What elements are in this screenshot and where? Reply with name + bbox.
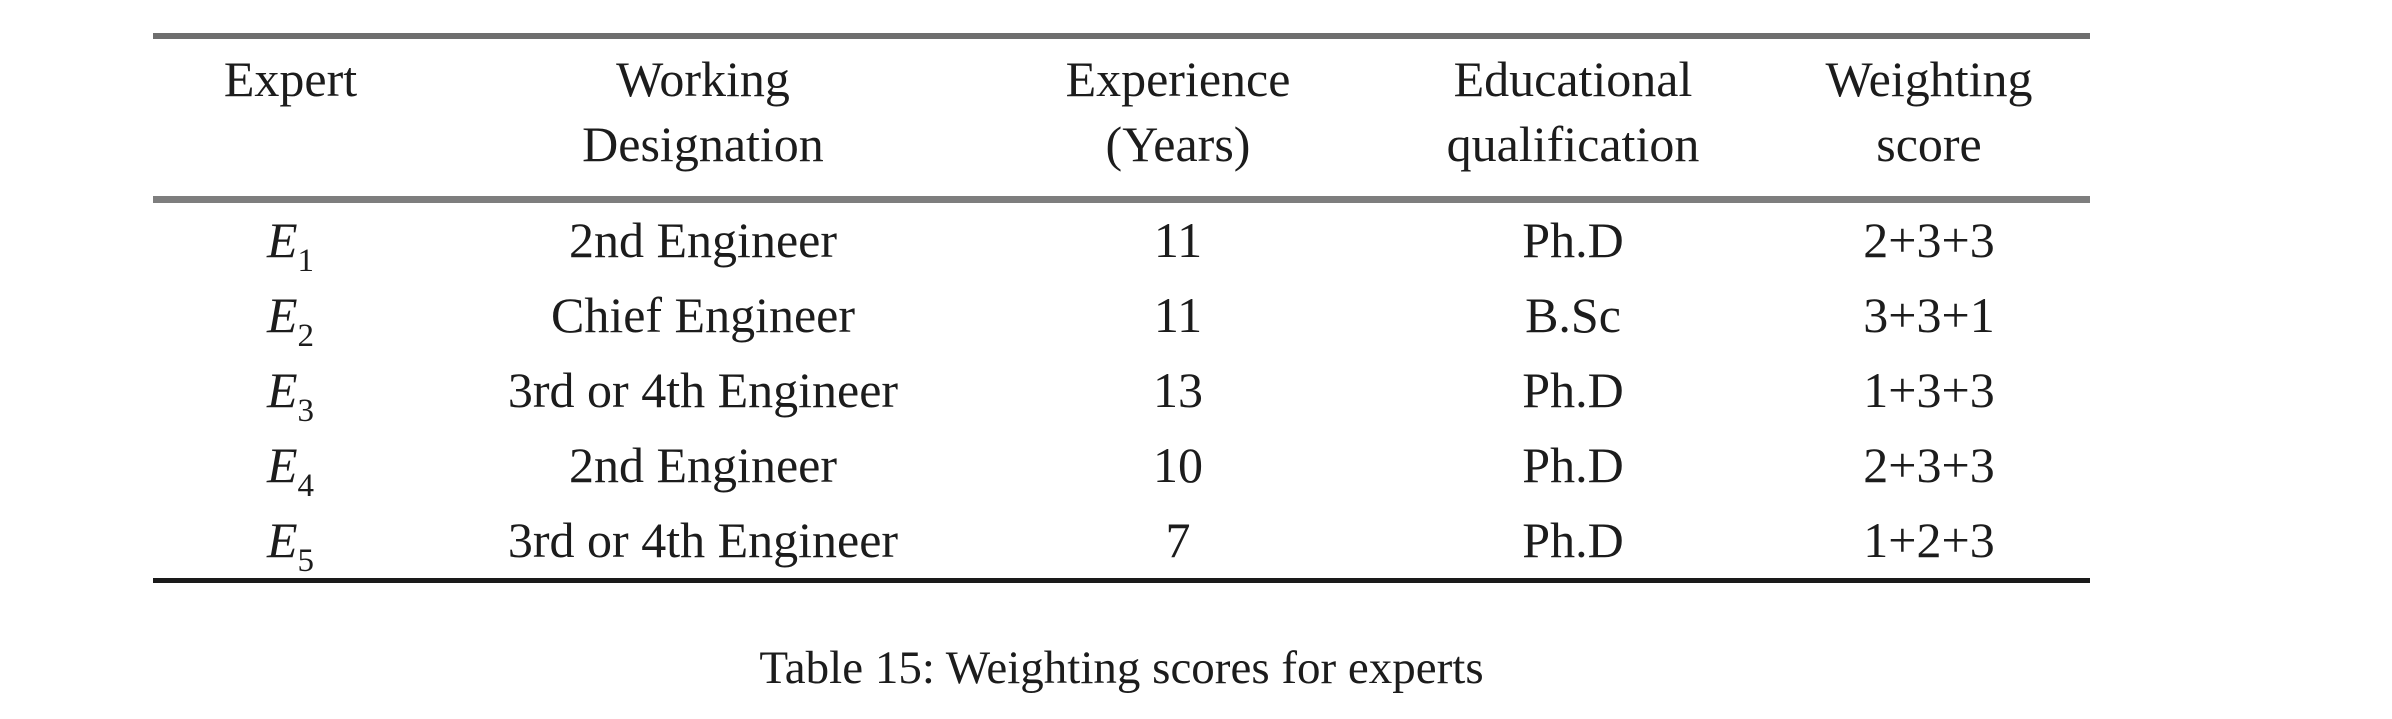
expert-symbol: E: [266, 287, 298, 343]
table-row: E5 3rd or 4th Engineer 7 Ph.D 1+2+3: [153, 503, 2090, 581]
expert-id-cell: E3: [153, 353, 428, 428]
col-header-expert: Expert: [153, 36, 428, 203]
expert-symbol: E: [266, 512, 298, 568]
designation-cell: 3rd or 4th Engineer: [507, 512, 899, 568]
expert-subscript: 3: [297, 393, 315, 429]
qualification-cell: Ph.D: [1522, 212, 1624, 268]
experience-cell: 10: [1153, 437, 1203, 493]
header-line: Educational: [1453, 51, 1693, 107]
score-cell: 1+2+3: [1863, 512, 1995, 568]
header-line: Designation: [582, 116, 824, 172]
col-header-weighting-score: Weighting score: [1768, 36, 2090, 203]
qualification-cell: Ph.D: [1522, 512, 1624, 568]
score-cell: 1+3+3: [1863, 362, 1995, 418]
qualification-cell: B.Sc: [1525, 287, 1621, 343]
experience-cell: 7: [1165, 512, 1191, 568]
table-row: E1 2nd Engineer 11 Ph.D 2+3+3: [153, 200, 2090, 279]
header-line: [153, 112, 428, 177]
header-row: Expert Working Designation Experience (Y…: [153, 36, 2090, 203]
header-line: Expert: [223, 51, 358, 107]
qualification-cell: Ph.D: [1522, 437, 1624, 493]
expert-id-cell: E4: [153, 428, 428, 503]
table-body: E1 2nd Engineer 11 Ph.D 2+3+3 E2 Chief E…: [153, 200, 2090, 581]
experience-cell: 11: [1153, 212, 1203, 268]
expert-subscript: 5: [297, 543, 315, 579]
score-cell: 2+3+3: [1863, 437, 1995, 493]
designation-cell: 3rd or 4th Engineer: [507, 362, 899, 418]
table-row: E2 Chief Engineer 11 B.Sc 3+3+1: [153, 278, 2090, 353]
col-header-working-designation: Working Designation: [428, 36, 978, 203]
header-line: qualification: [1446, 116, 1700, 172]
col-header-educational-qualification: Educational qualification: [1378, 36, 1768, 203]
expert-symbol: E: [266, 212, 298, 268]
col-header-experience-years: Experience (Years): [978, 36, 1378, 203]
experience-cell: 13: [1153, 362, 1203, 418]
header-line: Working: [616, 51, 790, 107]
expert-subscript: 4: [297, 468, 315, 504]
expert-symbol: E: [266, 362, 298, 418]
expert-id-cell: E2: [153, 278, 428, 353]
table-row: E3 3rd or 4th Engineer 13 Ph.D 1+3+3: [153, 353, 2090, 428]
header-line: Experience: [1065, 51, 1291, 107]
experts-table: Expert Working Designation Experience (Y…: [153, 33, 2090, 583]
expert-subscript: 1: [297, 243, 315, 279]
expert-id-cell: E5: [153, 503, 428, 581]
expert-subscript: 2: [297, 318, 315, 354]
table-caption: Table 15: Weighting scores for experts: [759, 642, 1484, 694]
header-line: (Years): [1105, 116, 1251, 172]
designation-cell: Chief Engineer: [550, 287, 856, 343]
header-line: score: [1876, 116, 1982, 172]
designation-cell: 2nd Engineer: [569, 212, 837, 268]
score-cell: 3+3+1: [1863, 287, 1995, 343]
header-line: Weighting: [1825, 51, 2033, 107]
expert-symbol: E: [266, 437, 298, 493]
expert-id-cell: E1: [153, 200, 428, 279]
experience-cell: 11: [1153, 287, 1203, 343]
score-cell: 2+3+3: [1863, 212, 1995, 268]
experts-table-block: Expert Working Designation Experience (Y…: [153, 33, 2090, 698]
table-header: Expert Working Designation Experience (Y…: [153, 36, 2090, 203]
qualification-cell: Ph.D: [1522, 362, 1624, 418]
table-row: E4 2nd Engineer 10 Ph.D 2+3+3: [153, 428, 2090, 503]
designation-cell: 2nd Engineer: [569, 437, 837, 493]
